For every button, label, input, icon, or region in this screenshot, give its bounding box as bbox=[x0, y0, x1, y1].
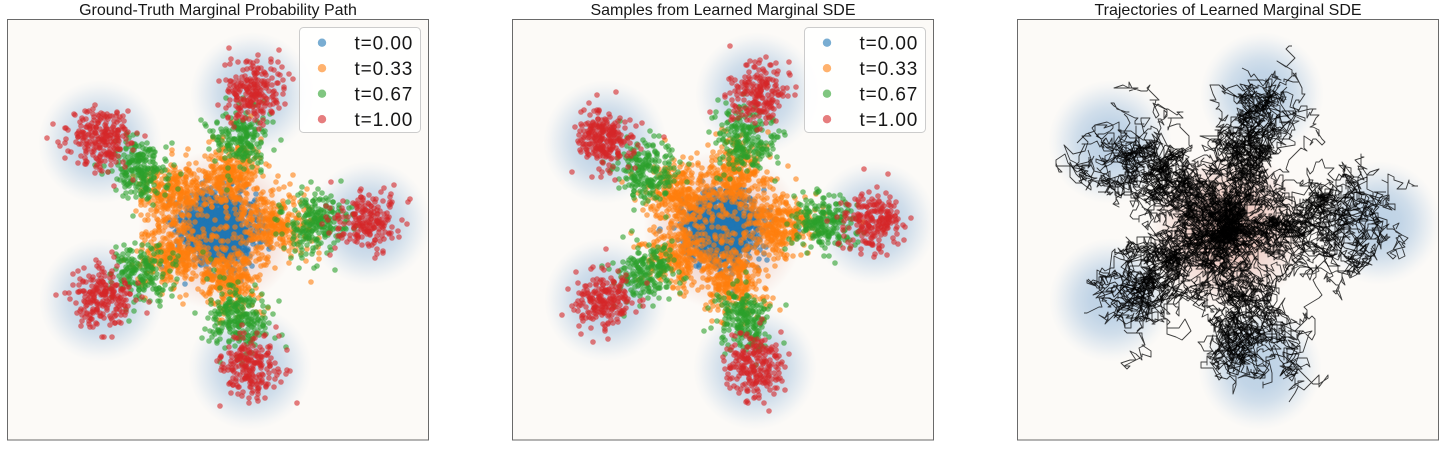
svg-text:t=1.00: t=1.00 bbox=[355, 110, 414, 131]
svg-text:Ground-Truth Marginal Probabil: Ground-Truth Marginal Probability Path bbox=[79, 2, 357, 19]
svg-text:t=0.00: t=0.00 bbox=[355, 33, 414, 54]
svg-text:t=0.33: t=0.33 bbox=[355, 59, 414, 80]
svg-text:t=0.67: t=0.67 bbox=[355, 84, 414, 105]
